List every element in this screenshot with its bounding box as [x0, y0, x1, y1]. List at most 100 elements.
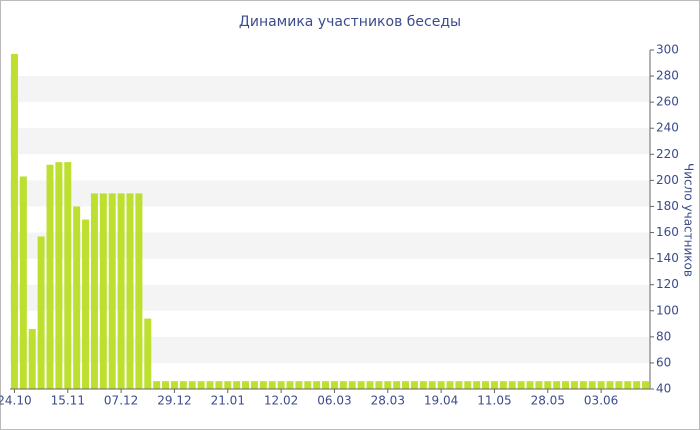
bar: [570, 381, 578, 389]
bar: [393, 381, 401, 389]
bar: [206, 381, 214, 389]
bar: [499, 381, 507, 389]
y-tick-label: 260: [656, 95, 679, 109]
bar: [117, 193, 125, 389]
bar: [357, 381, 365, 389]
bar: [402, 381, 410, 389]
x-tick-label: 28.03: [371, 394, 405, 408]
bar: [64, 162, 72, 389]
bar: [313, 381, 321, 389]
x-tick-label: 03.06: [584, 394, 618, 408]
bar: [73, 206, 81, 389]
band: [10, 336, 650, 363]
y-tick-label: 120: [656, 277, 679, 291]
bar: [162, 381, 170, 389]
band: [10, 232, 650, 259]
x-tick-label: 12.02: [264, 394, 298, 408]
y-tick-label: 160: [656, 225, 679, 239]
bar: [304, 381, 312, 389]
bar: [108, 193, 116, 389]
bar: [384, 381, 392, 389]
y-tick-label: 80: [656, 329, 671, 343]
bar: [233, 381, 241, 389]
bar: [330, 381, 338, 389]
bar: [473, 381, 481, 389]
y-tick-label: 60: [656, 355, 671, 369]
y-tick-label: 40: [656, 382, 671, 396]
bar: [28, 329, 36, 389]
bar: [428, 381, 436, 389]
y-tick-label: 140: [656, 251, 679, 265]
bar: [535, 381, 543, 389]
y-tick-label: 300: [656, 43, 679, 57]
bar: [348, 381, 356, 389]
y-tick-label: 200: [656, 173, 679, 187]
y-tick-label: 240: [656, 121, 679, 135]
bar: [615, 381, 623, 389]
band: [10, 128, 650, 155]
bar: [544, 381, 552, 389]
bar: [99, 193, 107, 389]
bar: [579, 381, 587, 389]
bar: [588, 381, 596, 389]
bar: [197, 381, 205, 389]
bar: [455, 381, 463, 389]
x-tick-label: 11.05: [477, 394, 511, 408]
bar: [419, 381, 427, 389]
x-tick-label: 21.01: [211, 394, 245, 408]
bar: [259, 381, 267, 389]
x-tick-label: 24.10: [0, 394, 32, 408]
bar: [215, 381, 223, 389]
bar: [437, 381, 445, 389]
bar: [526, 381, 534, 389]
bar: [490, 381, 498, 389]
bar: [179, 381, 187, 389]
bar: [606, 381, 614, 389]
bar: [633, 381, 641, 389]
x-tick-label: 29.12: [157, 394, 191, 408]
bar: [375, 381, 383, 389]
bar: [242, 381, 250, 389]
bar: [464, 381, 472, 389]
band: [10, 76, 650, 103]
bar: [250, 381, 258, 389]
bar: [339, 381, 347, 389]
chart-title: Динамика участников беседы: [239, 14, 461, 30]
bar: [597, 381, 605, 389]
bar: [642, 381, 650, 389]
bar: [144, 318, 152, 389]
bar: [286, 381, 294, 389]
bar: [37, 236, 45, 389]
bar: [82, 219, 90, 389]
y-tick-label: 280: [656, 69, 679, 83]
bar: [562, 381, 570, 389]
x-tick-label: 06.03: [317, 394, 351, 408]
bar: [90, 193, 98, 389]
bar: [508, 381, 516, 389]
bar: [446, 381, 454, 389]
x-tick-label: 15.11: [51, 394, 85, 408]
bar: [46, 164, 54, 389]
band: [10, 180, 650, 207]
x-tick-label: 07.12: [104, 394, 138, 408]
bar: [268, 381, 276, 389]
bar: [224, 381, 232, 389]
bar: [19, 176, 27, 389]
bar: [277, 381, 285, 389]
bar: [553, 381, 561, 389]
bar: [153, 381, 161, 389]
x-tick-label: 19.04: [424, 394, 458, 408]
band: [10, 284, 650, 311]
bar: [410, 381, 418, 389]
bar: [10, 53, 18, 390]
bar: [188, 381, 196, 389]
y-tick-label: 220: [656, 147, 679, 161]
bar: [322, 381, 330, 389]
y-tick-label: 100: [656, 303, 679, 317]
bar: [624, 381, 632, 389]
bar: [366, 381, 374, 389]
bar: [126, 193, 134, 389]
bar: [517, 381, 525, 389]
bar: [170, 381, 178, 389]
